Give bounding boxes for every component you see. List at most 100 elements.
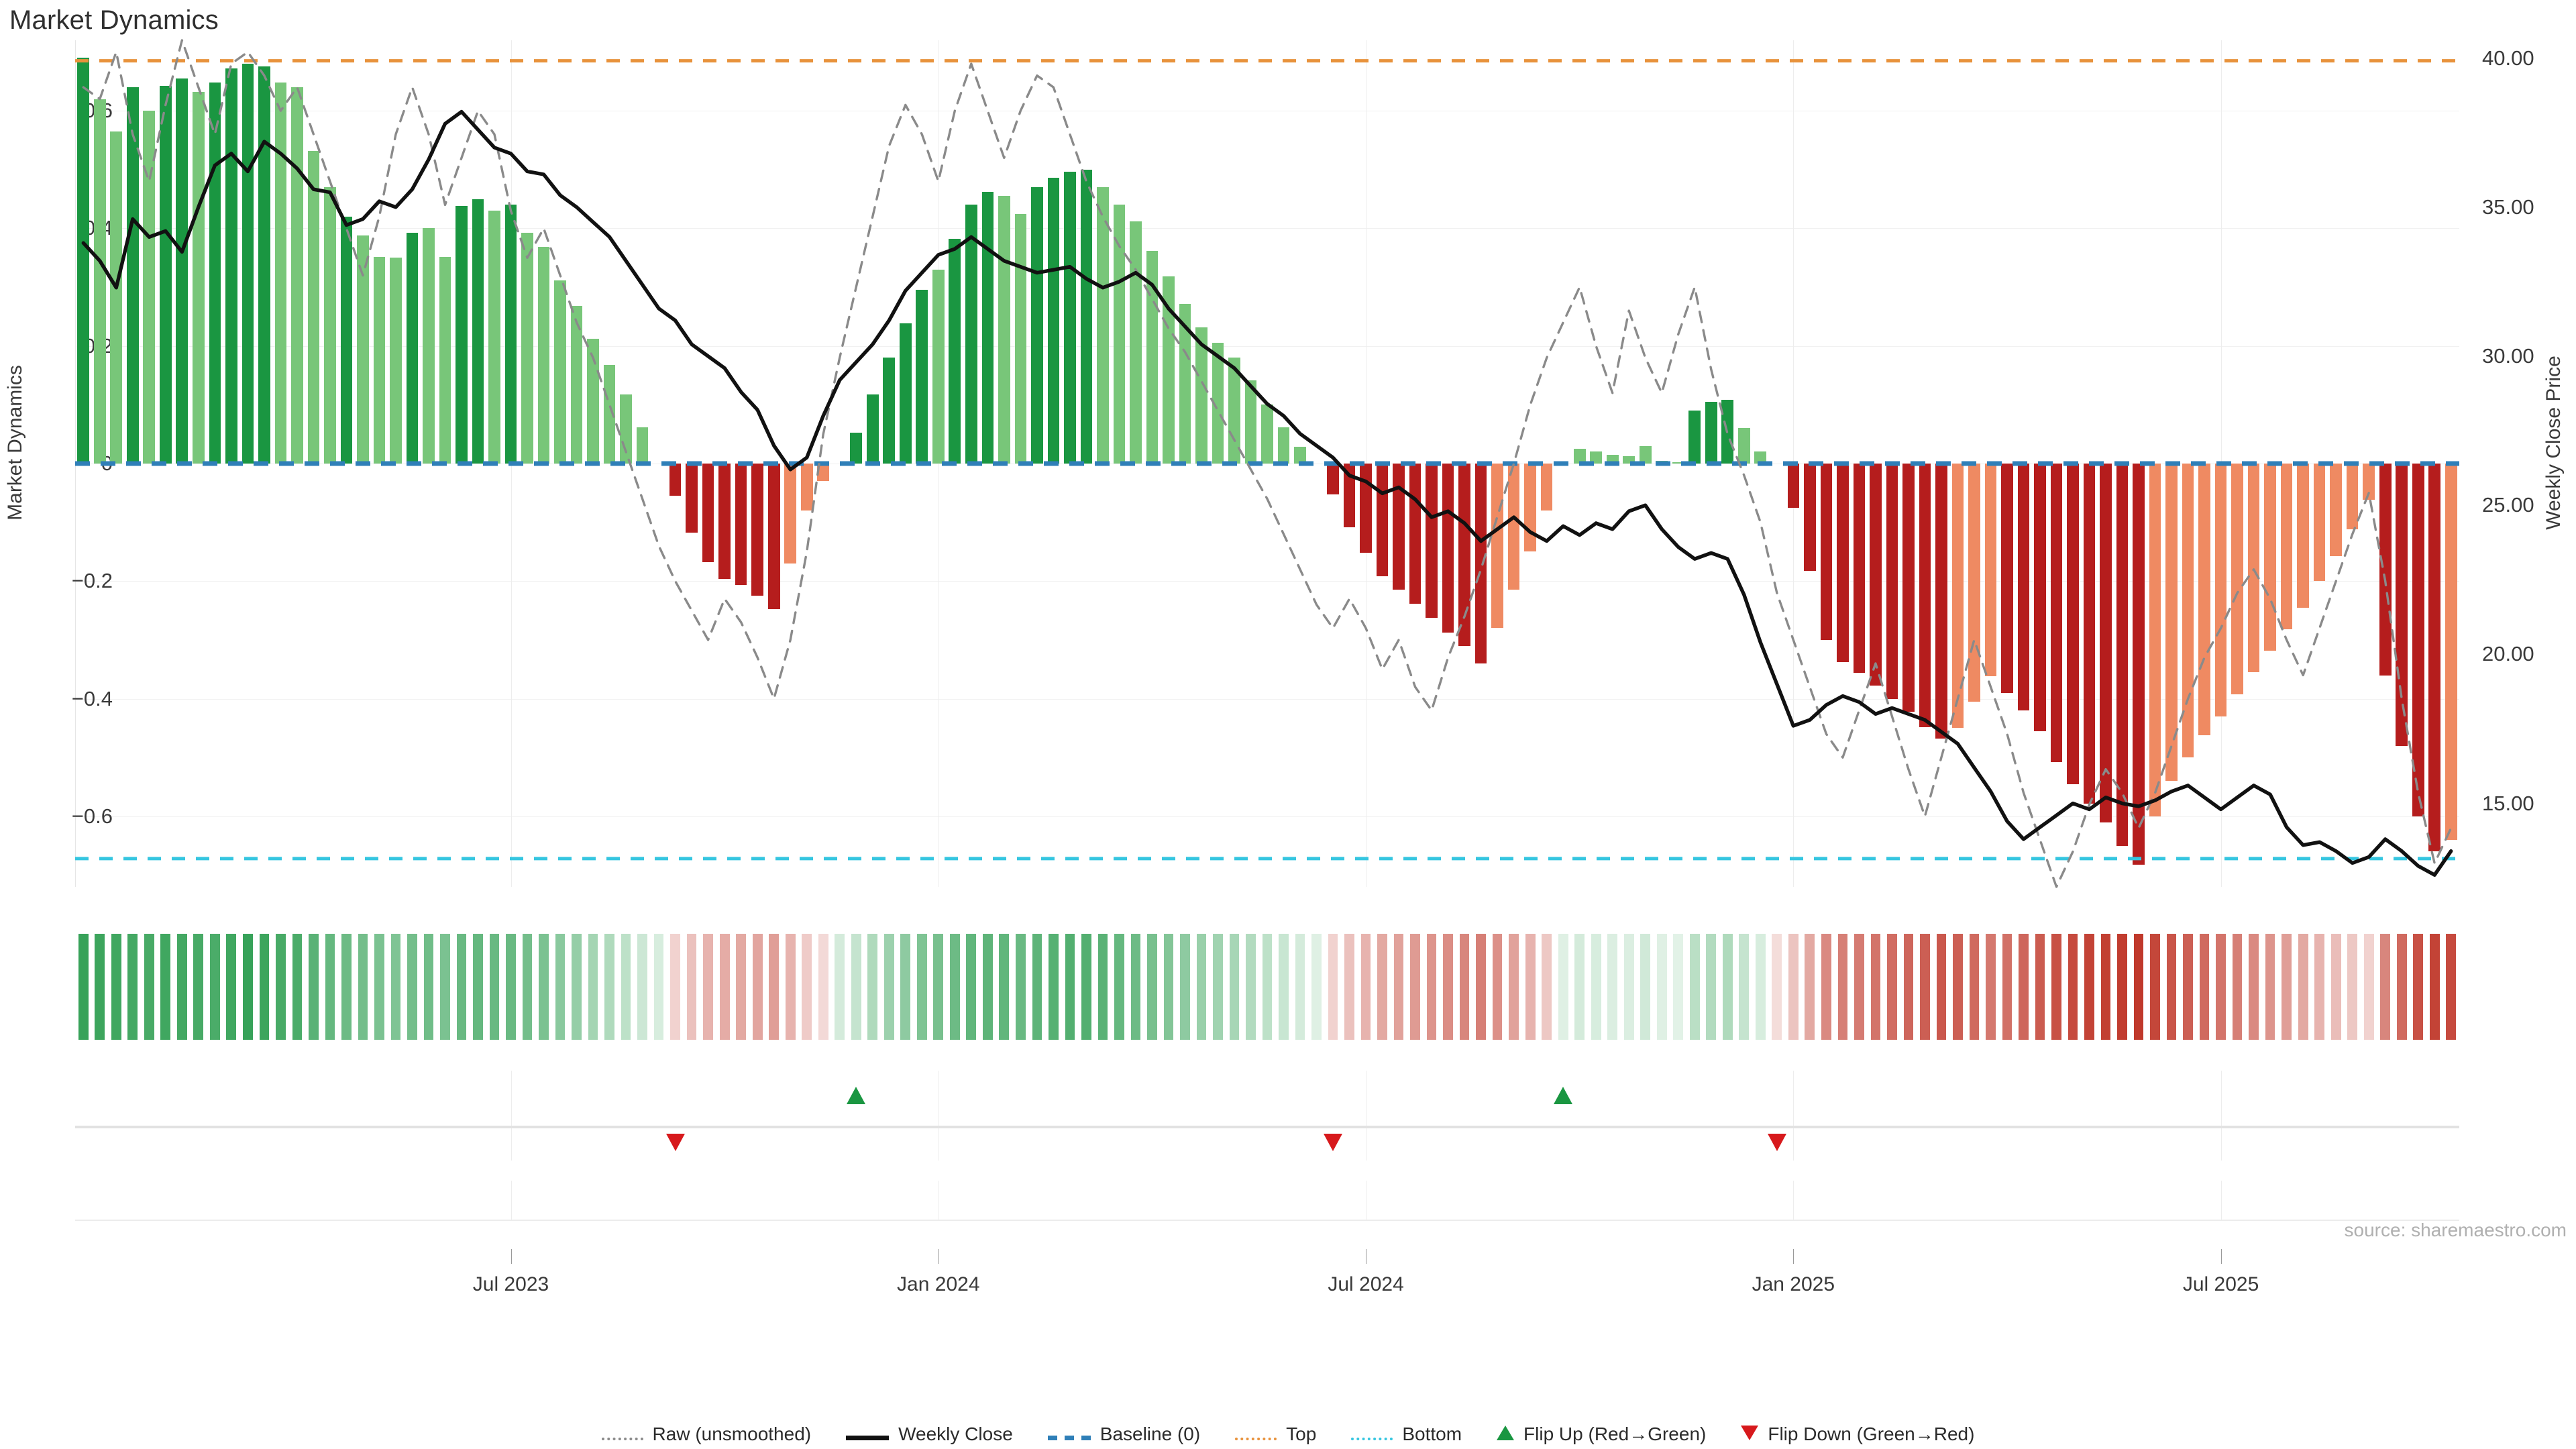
legend-item[interactable]: Top — [1235, 1424, 1316, 1445]
heatmap-cell — [1689, 934, 1700, 1040]
bar — [241, 64, 254, 464]
heatmap-cell — [2446, 934, 2457, 1040]
bar — [1804, 464, 1816, 571]
x-tick-mark — [1793, 1249, 1794, 1264]
bar — [603, 364, 616, 464]
x-tick-label: Jul 2024 — [1328, 1273, 1404, 1295]
heatmap-cell — [1032, 934, 1042, 1040]
heatmap-cell — [407, 934, 417, 1040]
bar — [1343, 464, 1356, 527]
x-tick-label: Jan 2024 — [897, 1273, 980, 1295]
right-axis-label: Weekly Close Price — [2542, 356, 2565, 530]
bar — [1540, 464, 1553, 511]
bar — [866, 394, 879, 464]
heatmap-cell — [160, 934, 171, 1040]
bar — [1277, 427, 1290, 464]
heatmap-cell — [2068, 934, 2078, 1040]
bar — [2198, 464, 2210, 735]
dotted-line-icon — [1235, 1424, 1277, 1445]
bar — [1524, 464, 1536, 552]
bar — [1951, 464, 1964, 729]
legend-item[interactable]: Baseline (0) — [1047, 1424, 1200, 1445]
heatmap-cell — [1097, 934, 1108, 1040]
heatmap-cell — [1147, 934, 1157, 1040]
bar — [1080, 169, 1093, 464]
heatmap-cell — [1229, 934, 1240, 1040]
bar — [1163, 276, 1175, 464]
heatmap-cell — [1788, 934, 1799, 1040]
heatmap-cell — [1246, 934, 1256, 1040]
bar — [1244, 380, 1257, 464]
x-tick-mark — [938, 1071, 939, 1161]
bar — [2017, 464, 2030, 711]
heatmap-cell — [2150, 934, 2160, 1040]
bar — [1113, 205, 1126, 464]
heatmap-cell — [176, 934, 187, 1040]
bar — [554, 280, 566, 464]
bar — [1212, 343, 1224, 464]
heatmap-cell — [1591, 934, 1601, 1040]
legend-item[interactable]: Flip Up (Red→Green) — [1497, 1424, 1706, 1445]
bottom-divider — [75, 1220, 2459, 1221]
bar — [1360, 464, 1372, 553]
bar — [1820, 464, 1833, 640]
bar — [324, 187, 336, 464]
bar — [2133, 464, 2145, 865]
heatmap-cell — [243, 934, 253, 1040]
heatmap-cell — [835, 934, 845, 1040]
bar — [159, 86, 172, 464]
bar — [735, 464, 747, 585]
bar — [423, 228, 435, 464]
bar — [1853, 464, 1866, 673]
bar — [93, 99, 106, 464]
dotted-line-icon — [1351, 1424, 1393, 1445]
legend-item[interactable]: Flip Down (Green→Red) — [1741, 1424, 1974, 1445]
heatmap-cell — [1163, 934, 1174, 1040]
heatmap-cell — [325, 934, 335, 1040]
heatmap-cell — [1049, 934, 1059, 1040]
heatmap-cell — [1870, 934, 1881, 1040]
bar — [2313, 464, 2326, 582]
legend-item[interactable]: Weekly Close — [846, 1424, 1013, 1445]
x-tick-label: Jan 2025 — [1752, 1273, 1835, 1295]
bar — [1376, 464, 1389, 577]
heatmap-cell — [1180, 934, 1190, 1040]
heatmap-cell — [1393, 934, 1404, 1040]
heatmap-cell — [506, 934, 516, 1040]
bar — [850, 433, 863, 464]
heatmap-cell — [883, 934, 894, 1040]
bar — [193, 92, 205, 464]
dashed-line-icon — [1047, 1424, 1091, 1445]
bar — [1886, 464, 1898, 699]
flip-down-marker — [1324, 1134, 1343, 1151]
heatmap-cell — [686, 934, 697, 1040]
heatmap-cell — [1953, 934, 1963, 1040]
bar — [1261, 405, 1273, 464]
bar — [817, 464, 830, 482]
heatmap-cell — [1837, 934, 1848, 1040]
bar — [570, 306, 583, 464]
bar — [225, 68, 237, 464]
bar — [686, 464, 698, 533]
heatmap-cell — [2363, 934, 2374, 1040]
heatmap-cell — [2282, 934, 2292, 1040]
heatmap-cell — [653, 934, 664, 1040]
heatmap-cell — [489, 934, 500, 1040]
x-tick-label: Jul 2025 — [2182, 1273, 2259, 1295]
bar — [883, 358, 896, 464]
heatmap-cell — [473, 934, 483, 1040]
bar — [1047, 178, 1060, 464]
heatmap-cell — [1114, 934, 1124, 1040]
legend-item[interactable]: Raw (unsmoothed) — [601, 1424, 811, 1445]
bar — [2379, 464, 2392, 676]
bar — [1590, 451, 1603, 464]
x-tick-mark — [1793, 1181, 1794, 1220]
heatmap-cell — [127, 934, 138, 1040]
legend-item[interactable]: Bottom — [1351, 1424, 1462, 1445]
right-tick-label: 35.00 — [2482, 195, 2534, 219]
bar — [1327, 464, 1339, 494]
heatmap-cell — [1196, 934, 1207, 1040]
right-tick-label: 20.00 — [2482, 642, 2534, 666]
dotted-line-icon — [601, 1424, 643, 1445]
